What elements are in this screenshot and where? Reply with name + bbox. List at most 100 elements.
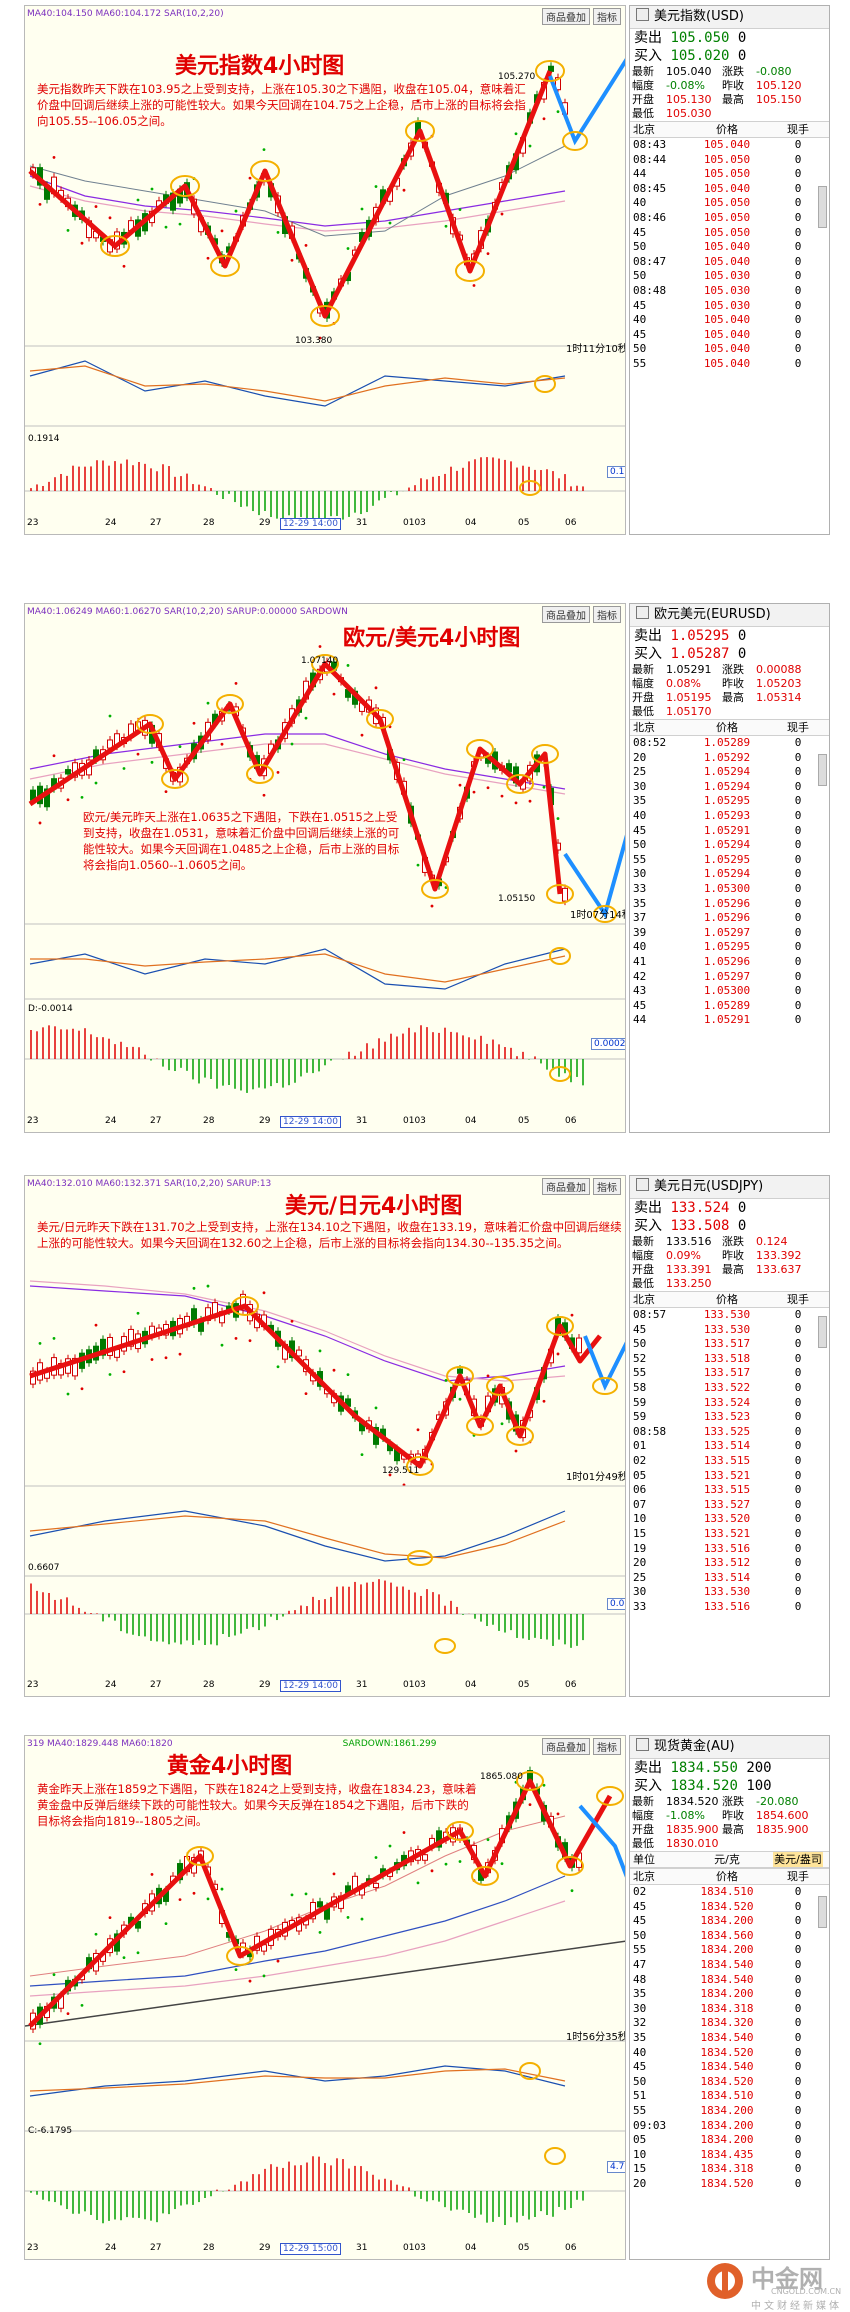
stat-label: 最新	[632, 663, 654, 676]
sar-dot	[500, 1862, 504, 1866]
chart-area[interactable]: MA40:1.06249 MA60:1.06270 SAR(10,2,20) S…	[24, 603, 626, 1133]
tick-time: 35	[633, 2030, 647, 2044]
sar-dot	[402, 188, 406, 192]
chart-area[interactable]: MA40:104.150 MA60:104.172 SAR(10,2,20) 商…	[24, 5, 626, 535]
sar-dot	[318, 645, 322, 648]
tick-volume: 0	[794, 1351, 802, 1365]
tick-price: 1.05295	[703, 940, 751, 954]
tick-time: 06	[633, 1483, 647, 1497]
indicator-tab[interactable]: 指标	[593, 1738, 621, 1755]
tick-row: 35 1834.200 0	[630, 1987, 829, 2002]
chart-svg	[25, 1280, 625, 1654]
swing-markers	[136, 654, 617, 923]
sar-dot	[556, 1812, 560, 1816]
tick-price: 133.517	[703, 1366, 751, 1380]
tick-price: 133.524	[703, 1395, 751, 1409]
sar-dot	[80, 241, 84, 245]
tick-time: 08:45	[633, 181, 667, 195]
tick-row: 44 1.05291 0	[630, 1013, 829, 1028]
tick-time: 50	[633, 342, 647, 356]
tick-time: 50	[633, 838, 647, 852]
indicator-tab[interactable]: 指标	[593, 606, 621, 623]
tick-time: 20	[633, 750, 647, 764]
stat-label: 开盘	[632, 691, 654, 704]
stat-label	[722, 1277, 756, 1291]
tick-row: 02 1834.510 0	[630, 1885, 829, 1900]
tick-volume: 0	[794, 911, 802, 925]
osc-line	[29, 948, 566, 990]
chart-area[interactable]: MA40:132.010 MA60:132.371 SAR(10,2,20) S…	[24, 1175, 626, 1697]
scrollbar[interactable]	[818, 1316, 827, 1348]
overlay-tab[interactable]: 商品叠加	[542, 1738, 590, 1755]
osc-line	[29, 2068, 566, 2092]
ma-legend: MA40:104.150 MA60:104.172 SAR(10,2,20)	[27, 9, 224, 19]
sar-dot	[388, 221, 392, 225]
trend-line	[25, 1940, 625, 2027]
chart-area[interactable]: 319 MA40:1829.448 MA60:1820 SARDOWN:1861.…	[24, 1735, 626, 2260]
scrollbar[interactable]	[818, 754, 827, 786]
symbol-name: 现货黄金(AU)	[654, 1739, 735, 1754]
unit-option-usd[interactable]: 美元/盎司	[773, 1852, 823, 1867]
tick-row: 15 1834.318 0	[630, 2162, 829, 2177]
candle	[373, 1882, 379, 1889]
tick-row: 50 1.05294 0	[630, 838, 829, 853]
tick-time: 50	[633, 240, 647, 254]
col-volume: 现手	[787, 123, 809, 136]
tick-volume: 0	[794, 269, 802, 283]
tick-price: 1.05294	[703, 765, 751, 779]
tick-volume: 0	[794, 167, 802, 181]
sell-label: 卖出	[634, 30, 662, 46]
tick-volume: 0	[794, 940, 802, 954]
sar-dot	[220, 229, 224, 233]
sar-dot	[416, 863, 420, 867]
macd-value: 4.727	[607, 2161, 625, 2173]
scrollbar[interactable]	[818, 1896, 827, 1928]
sar-dot	[178, 745, 182, 749]
stat-value: 133.391	[666, 1263, 712, 1276]
overlay-tab[interactable]: 商品叠加	[542, 606, 590, 623]
tick-time: 55	[633, 1943, 647, 1957]
tick-time: 45	[633, 1322, 647, 1336]
sar-dot	[472, 790, 476, 794]
tick-volume: 0	[794, 1483, 802, 1497]
ma-legend: MA40:132.010 MA60:132.371 SAR(10,2,20) S…	[27, 1179, 272, 1189]
tick-header: 北京 价格 现手	[630, 121, 829, 138]
chart-svg	[25, 58, 625, 524]
symbol-icon	[636, 1738, 649, 1751]
tick-row: 59 133.524 0	[630, 1396, 829, 1411]
sar-dot	[52, 1973, 56, 1977]
sar-dot	[458, 1397, 462, 1401]
tick-time: 42	[633, 969, 647, 983]
sar-dot	[542, 1399, 546, 1403]
bar-countdown: 1时11分10秒	[566, 344, 626, 355]
tick-row: 45 1834.540 0	[630, 2060, 829, 2075]
indicator-tab[interactable]: 指标	[593, 1178, 621, 1195]
tick-price: 105.040	[703, 254, 751, 268]
tick-row: 40 1.05293 0	[630, 809, 829, 824]
tick-volume: 0	[794, 210, 802, 224]
stat-label	[722, 1837, 756, 1851]
unit-option-cny[interactable]: 元/克	[714, 1853, 740, 1866]
tick-price: 133.521	[703, 1468, 751, 1482]
sar-dot	[542, 785, 546, 789]
stat-value: 1.05170	[666, 705, 712, 718]
sar-dot	[304, 1892, 308, 1896]
candle	[240, 1293, 246, 1311]
overlay-tab[interactable]: 商品叠加	[542, 1178, 590, 1195]
sar-dot	[290, 1319, 294, 1323]
scrollbar[interactable]	[818, 186, 827, 228]
tick-row: 20 1.05292 0	[630, 751, 829, 766]
tick-time: 08:52	[633, 736, 667, 749]
x-tick: 23	[27, 518, 39, 528]
tick-price: 1834.510	[700, 2089, 754, 2103]
sar-dot	[248, 1339, 252, 1343]
sar-dot	[304, 243, 308, 247]
stat-label: 涨跌	[722, 65, 744, 78]
indicator-tab[interactable]: 指标	[593, 8, 621, 25]
tick-price: 1.05289	[703, 998, 751, 1012]
overlay-tab[interactable]: 商品叠加	[542, 8, 590, 25]
sar-dot	[276, 1959, 280, 1963]
tick-list: 08:57 133.530 0 45 133.530 0 50 133.517 0 52 133.5…	[630, 1308, 829, 1614]
stat-value: 105.150	[756, 93, 802, 106]
tick-row: 25 1.05294 0	[630, 765, 829, 780]
